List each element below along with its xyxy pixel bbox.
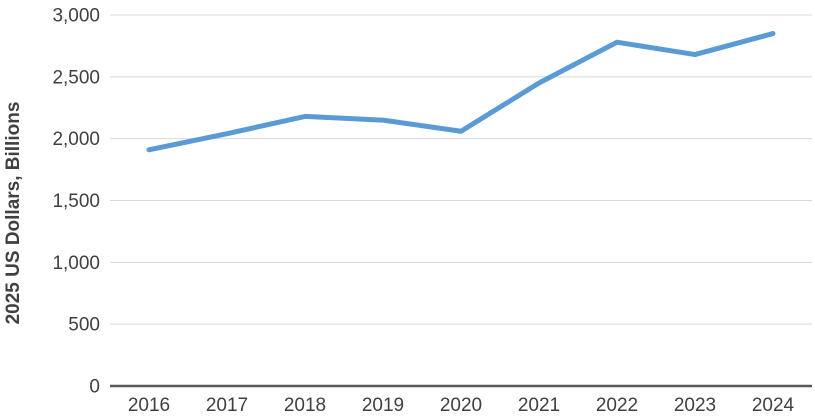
y-tick-label: 2,500 — [52, 67, 100, 88]
x-tick-label: 2020 — [440, 395, 482, 416]
x-axis-tick-labels: 2016 2017 2018 2019 2020 2021 2022 2023 2024 — [128, 395, 795, 416]
x-tick-label: 2024 — [752, 395, 795, 416]
y-tick-label: 500 — [68, 315, 100, 336]
y-tick-label: 1,000 — [52, 253, 100, 274]
x-tick-label: 2023 — [674, 395, 716, 416]
x-tick-label: 2018 — [284, 395, 326, 416]
x-tick-label: 2021 — [518, 395, 560, 416]
x-tick-label: 2019 — [362, 395, 404, 416]
data-line — [146, 31, 776, 153]
gridlines — [110, 14, 812, 325]
y-tick-label: 0 — [89, 377, 100, 398]
y-tick-label: 1,500 — [52, 191, 100, 212]
y-axis-tick-labels: 0 500 1,000 1,500 2,000 2,500 3,000 — [52, 6, 100, 398]
x-tick-label: 2022 — [596, 395, 638, 416]
y-axis-title: 2025 US Dollars, Billions — [3, 102, 24, 325]
x-tick-label: 2016 — [128, 395, 170, 416]
x-tick-label: 2017 — [206, 395, 248, 416]
y-tick-label: 2,000 — [52, 129, 100, 150]
y-tick-label: 3,000 — [52, 6, 100, 27]
